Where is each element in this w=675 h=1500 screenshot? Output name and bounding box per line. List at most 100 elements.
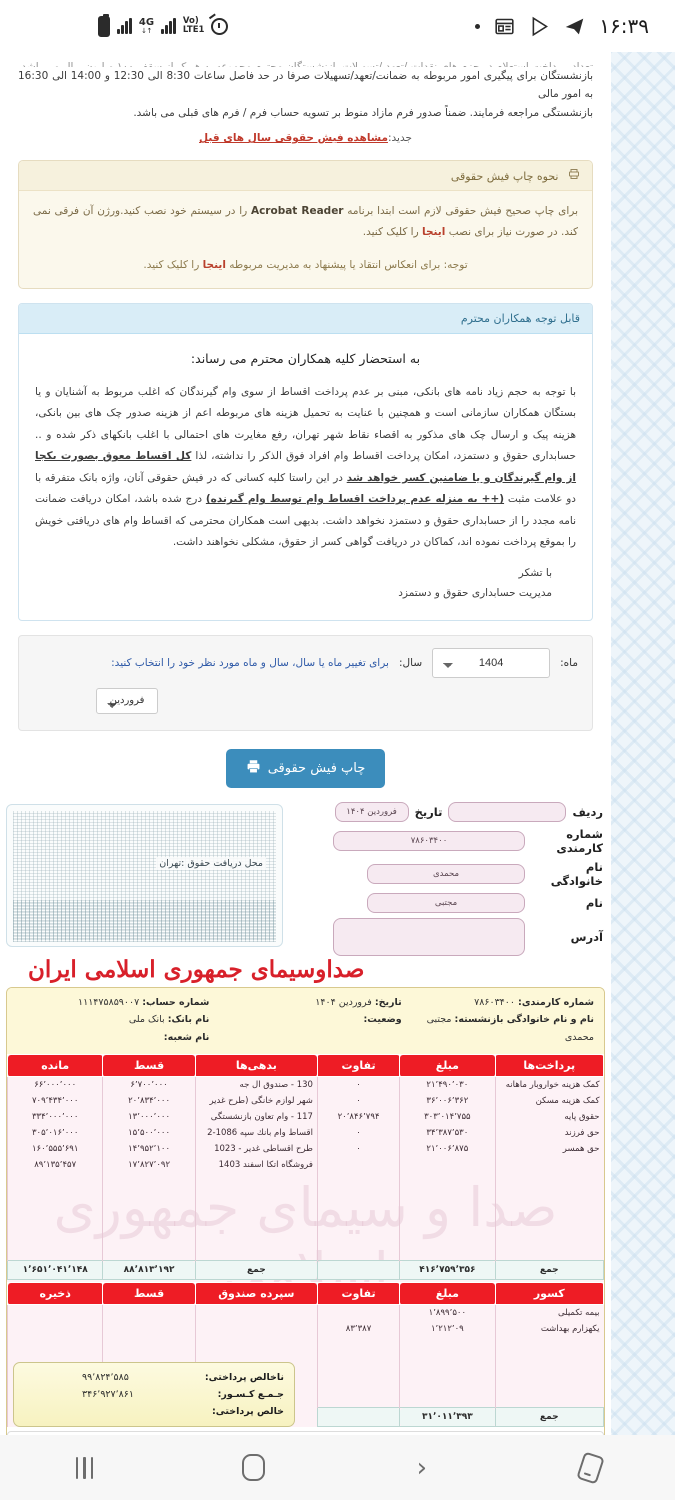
cell-amount: ۳۶٬۰۰۶٬۳۶۲: [399, 1092, 496, 1109]
hdr-name-label: نام و نام خانوادگی بازنشسته:: [454, 1014, 594, 1026]
address-input[interactable]: [333, 917, 525, 956]
month-select[interactable]: فروردین: [96, 687, 158, 714]
net-totals-box: ناخالص پرداختی: ۹۹٬۸۲۴٬۵۸۵ جـمـع کـسـور:…: [13, 1362, 295, 1428]
status-right-icons: ۱۶:۳۹: [475, 14, 649, 38]
notice-sign2: مدیریت حسابداری حقوق و دستمزد: [398, 586, 552, 599]
table-spacer-row: [7, 1194, 604, 1206]
lastname-label: نام خانوادگی: [550, 859, 603, 888]
notice-p4: بدیهی است همکاران محترمی که اقساط وام ها…: [35, 514, 576, 549]
blank-1: [494, 1369, 604, 1386]
print-instructions-panel: نحوه چاپ فیش حقوقی برای چاپ صحیح فیش حقو…: [18, 160, 593, 290]
lastname-input[interactable]: محمدی: [367, 863, 525, 884]
table-spacer-row: [7, 1336, 604, 1348]
top-notice-clipped-line: تعداد پر داخت استعلام در حزم های نقدات /…: [18, 61, 593, 67]
date-input[interactable]: فروردین ۱۴۰۴: [334, 801, 409, 822]
new-prefix: جدید:: [387, 132, 412, 145]
signal-bars-icon-2: [161, 18, 176, 34]
firstname-input[interactable]: مجتبی: [367, 892, 525, 913]
blank-3: [316, 1369, 400, 1386]
cell-diff: ۰: [316, 1076, 400, 1093]
row-label: ردیف: [572, 804, 603, 819]
cell-installment: ۱۳٬۰۰۰٬۰۰۰: [102, 1108, 196, 1125]
blank-2: [399, 1369, 496, 1386]
print-button-row: چاپ فیش حقوقی: [0, 731, 611, 798]
payments-total-row: جمع ۴۱۶٬۷۵۹٬۳۵۶ جمع ۸۸٬۸۱۳٬۱۹۲ ۱٬۶۵۱٬۰۴۱…: [7, 1260, 604, 1281]
row-and-date-row: ردیف تاریخ فروردین ۱۴۰۴: [283, 801, 603, 822]
col-reserve: ذخیره: [7, 1282, 104, 1306]
table-spacer-row: [7, 1227, 604, 1239]
cell-amount: ۱٬۲۱۲٬۰۹: [399, 1320, 496, 1337]
col-fund-deposit: سپرده صندوق: [194, 1282, 318, 1306]
payslip-header-col3: شماره حساب: ۱۱۱۴۷۵۸۵۹۰۰۷ نام بانک: بانک …: [17, 994, 209, 1047]
notice-sign1: با تشکر: [518, 566, 552, 579]
table-spacer-row: [7, 1172, 604, 1184]
period-selector: ماه: 1404 سال: برای تغییر ماه یا سال، سا…: [18, 634, 593, 731]
col-balance: مانده: [7, 1054, 104, 1078]
cell-installment: [102, 1320, 196, 1337]
cell-deduction: بیمه تکمیلی: [494, 1304, 604, 1321]
home-button[interactable]: [230, 1445, 276, 1491]
printer-icon: [246, 759, 261, 778]
deduct-label: جـمـع کـسـور:: [217, 1389, 284, 1401]
year-label: سال:: [398, 656, 423, 669]
total-label-1: جمع: [494, 1260, 604, 1281]
printer-small-icon: [568, 168, 580, 183]
top-notice-line2: بازنشستگی مراجعه فرمایند. ضمناً صدور فرم…: [133, 106, 593, 119]
cell-balance: ۶۶٬۰۰۰٬۰۰۰: [7, 1076, 103, 1093]
table-row: کمک هزینه خواروبار ماهانه ۲۱٬۴۹۰٬۰۳۰ ۰ 130 …: [7, 1076, 604, 1093]
year-select[interactable]: 1404: [432, 647, 551, 678]
cell-fund: [194, 1304, 318, 1321]
table-spacer-row: [7, 1347, 604, 1359]
cell-diff: ۰: [316, 1140, 400, 1157]
firstname-label: نام: [585, 895, 603, 910]
row-input[interactable]: [448, 801, 567, 822]
cell-reserve: [7, 1320, 103, 1337]
hdr-account-label: شماره حساب:: [142, 996, 210, 1008]
home-icon: [241, 1454, 265, 1481]
cell-installment: ۲۰٬۸۳۴٬۰۰۰: [102, 1092, 196, 1109]
web-page-sheet: تعداد پر داخت استعلام در حزم های نقدات /…: [0, 52, 611, 1435]
hdr-account-value: ۱۱۱۴۷۵۸۵۹۰۰۷: [77, 996, 140, 1008]
cell-installment: ۱۴٬۹۵۲٬۱۰۰: [102, 1140, 196, 1157]
col-debts: بدهی‌ها: [194, 1054, 318, 1078]
cell-reserve: [7, 1304, 103, 1321]
print-instructions-body: برای چاپ صحیح فیش حقوقی لازم است ابتدا ب…: [19, 191, 592, 288]
description-box: توضیحات:: [7, 1431, 604, 1435]
install-here-link[interactable]: اینجا: [422, 226, 446, 239]
keyboard-button[interactable]: [568, 1445, 614, 1491]
barcode-dots-lower: [13, 899, 276, 942]
cell-amount: ۱٬۸۹۹٬۵۰۰: [399, 1304, 496, 1321]
print-instructions-title: نحوه چاپ فیش حقوقی: [450, 170, 559, 184]
colleagues-notice-lead: به استحضار کلیه همکاران محترم می رساند:: [190, 351, 421, 367]
cell-balance: ۱۶۰٬۵۵۵٬۶۹۱: [7, 1140, 103, 1157]
new-link-row: جدید:مشاهده فیش حقوقی سال های قبل: [0, 122, 611, 148]
firstname-row: نام مجتبی: [283, 892, 603, 913]
cell-fund: [194, 1320, 318, 1337]
payments-table-body: کمک هزینه خواروبار ماهانه ۲۱٬۴۹۰٬۰۳۰ ۰ 130 …: [7, 1076, 604, 1281]
back-button[interactable]: ›: [399, 1445, 445, 1491]
colleagues-notice-body: به استحضار کلیه همکاران محترم می رساند: …: [19, 334, 592, 620]
back-icon: ›: [416, 1452, 428, 1483]
feedback-note-suffix: را کلیک کنید.: [143, 259, 200, 272]
table-row: کمک هزینه مسکن ۳۶٬۰۰۶٬۳۶۲ ۰ شهر لوازم خانگی…: [7, 1092, 604, 1109]
lastname-row: نام خانوادگی محمدی: [283, 860, 603, 888]
recents-button[interactable]: [61, 1445, 107, 1491]
print-payslip-button[interactable]: چاپ فیش حقوقی: [225, 748, 386, 788]
col-installment-2: قسط: [102, 1282, 196, 1306]
feedback-here-link[interactable]: اینجا: [202, 259, 226, 272]
total-balance-1: ۱٬۶۵۱٬۰۴۱٬۱۴۸: [7, 1260, 104, 1281]
payments-table: پرداخت‌ها مبلغ تفاوت بدهی‌ها قسط مانده ک…: [7, 1054, 604, 1281]
feedback-note-prefix: توجه: برای انعکاس انتقاد یا پیشنهاد به م…: [229, 259, 468, 272]
previous-years-payslip-link[interactable]: مشاهده فیش حقوقی سال های قبل: [199, 132, 388, 145]
month-label: ماه:: [560, 656, 578, 669]
hdr-date-value: فروردین ۱۴۰۴: [315, 996, 372, 1008]
4g-icon: 4G ↓↑: [138, 16, 155, 35]
deductions-table-header-row: کسور مبلغ تفاوت سپرده صندوق قسط ذخیره: [7, 1282, 604, 1306]
table-spacer-row: [7, 1205, 604, 1217]
employee-number-input[interactable]: ۷۸۶۰۳۴۰۰: [333, 830, 525, 851]
cell-balance: ۳۳۴٬۰۰۰٬۰۰۰: [7, 1108, 103, 1125]
hdr-bank-value: بانک ملی: [128, 1014, 165, 1026]
cell-balance: ۷۰۹٬۴۳۴٬۰۰۰: [7, 1092, 103, 1109]
acrobat-reader-name: Acrobat Reader: [250, 205, 344, 218]
cell-payment: کمک هزینه خواروبار ماهانه: [494, 1076, 604, 1093]
